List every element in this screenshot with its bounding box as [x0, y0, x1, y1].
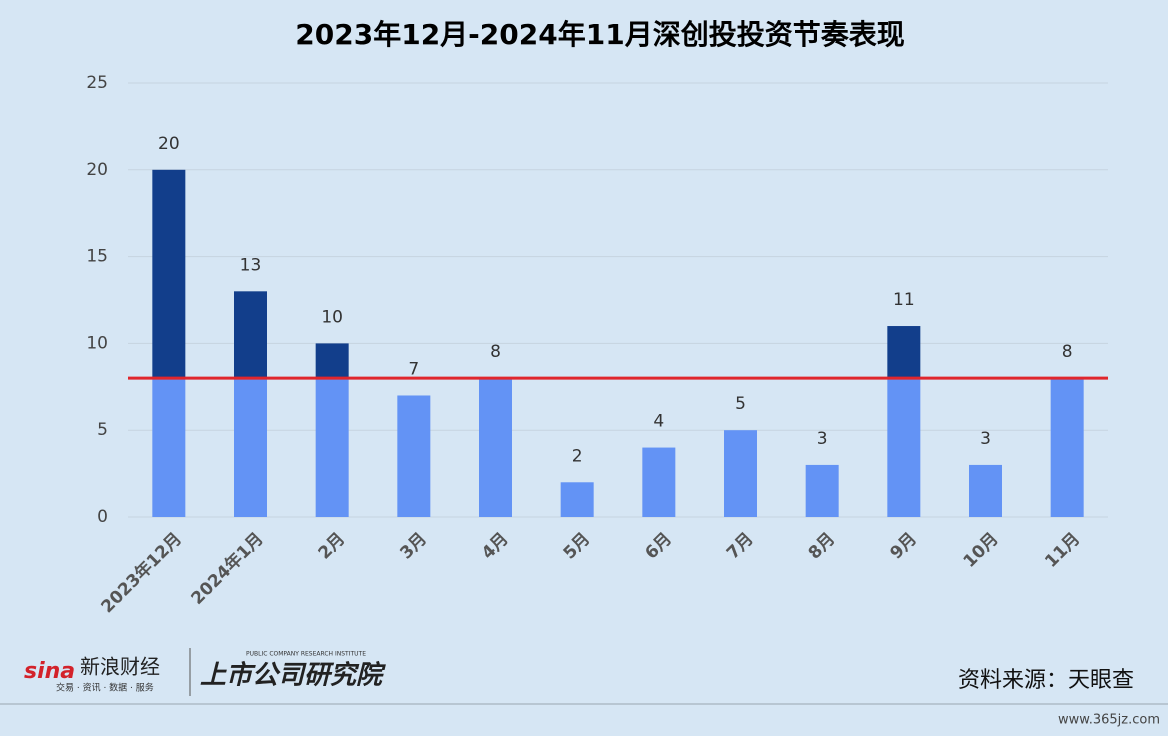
bar-above-reference: [315, 343, 349, 379]
y-tick-label: 5: [97, 420, 108, 440]
value-label: 5: [735, 394, 746, 414]
value-label: 7: [408, 359, 419, 379]
bar-above-reference: [234, 291, 267, 379]
value-label: 3: [817, 429, 828, 449]
logo: sina: [24, 659, 75, 684]
institute: 上市公司研究院: [200, 661, 386, 691]
value-label: 4: [653, 412, 664, 432]
bar-above-reference: [887, 326, 921, 379]
y-tick-label: 0: [97, 507, 108, 527]
brand: 新浪财经: [80, 655, 160, 679]
value-label: 11: [893, 290, 915, 310]
bar: [560, 482, 594, 517]
y-tick-label: 15: [86, 247, 108, 267]
y-tick-label: 20: [86, 160, 108, 180]
value-label: 20: [158, 134, 180, 154]
value-label: 3: [980, 429, 991, 449]
y-tick-label: 25: [86, 73, 108, 93]
value-label: 13: [240, 255, 262, 275]
value-label: 2: [572, 446, 583, 466]
footer: sina 新浪财经 交易 · 资讯 · 数据 · 服务 上市公司研究院 PUBL…: [0, 648, 1168, 728]
bar: [152, 378, 186, 517]
bar-above-reference: [152, 169, 186, 379]
bar: [315, 378, 349, 517]
bar: [1050, 378, 1084, 517]
bar: [887, 378, 921, 517]
bar: [724, 430, 757, 517]
value-label: 8: [490, 342, 501, 362]
bar: [805, 464, 839, 517]
chart-title: 2023年12月-2024年11月深创投投资节奏表现: [295, 18, 904, 51]
value-label: 8: [1062, 342, 1073, 362]
institute-sub: PUBLIC COMPANY RESEARCH INSTITUTE: [246, 651, 366, 658]
bar: [642, 447, 676, 517]
brand-sub: 交易 · 资讯 · 数据 · 服务: [56, 682, 154, 694]
bar: [969, 464, 1002, 517]
watermark: www.365jz.com: [1058, 713, 1160, 728]
bar: [397, 395, 431, 517]
value-label: 10: [321, 307, 343, 327]
bar: [234, 378, 267, 517]
source: 资料来源：天眼查: [958, 668, 1134, 693]
bar: [479, 378, 512, 517]
y-tick-label: 10: [86, 333, 108, 353]
